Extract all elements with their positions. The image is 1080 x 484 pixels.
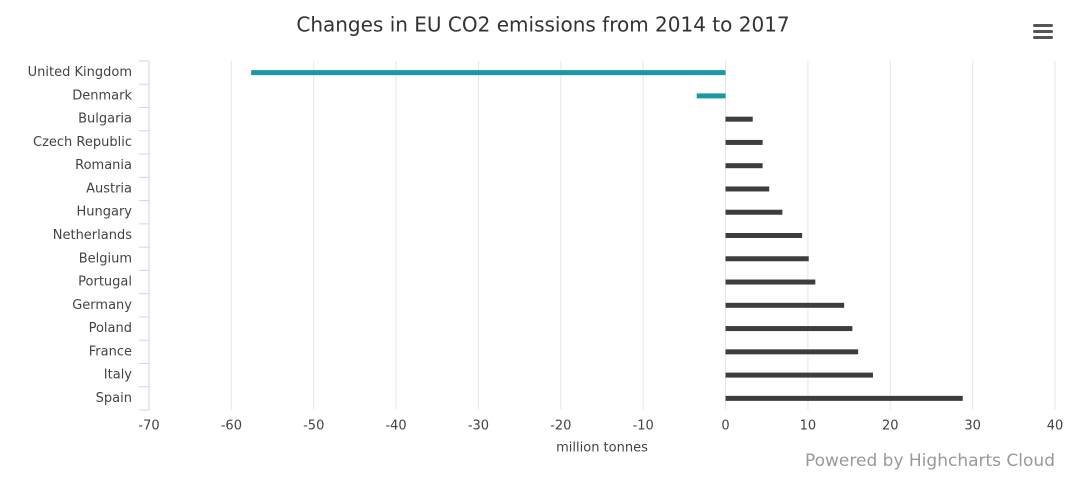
bar bbox=[251, 70, 726, 76]
y-tick-label: Denmark bbox=[72, 88, 132, 103]
bar bbox=[725, 139, 763, 145]
y-tick-label: France bbox=[89, 344, 132, 359]
credits: Powered by Highcharts Cloud bbox=[805, 451, 1055, 471]
bar bbox=[696, 93, 726, 99]
bar bbox=[725, 302, 845, 308]
bar bbox=[725, 186, 770, 192]
y-tick-label: Austria bbox=[86, 181, 132, 196]
y-tick-label: Portugal bbox=[78, 275, 132, 290]
y-tick-label: Italy bbox=[104, 368, 133, 383]
bar bbox=[725, 372, 873, 378]
x-tick-label: -30 bbox=[468, 419, 489, 434]
x-tick-label: 0 bbox=[721, 419, 729, 434]
y-tick-label: Romania bbox=[75, 158, 132, 173]
bar bbox=[725, 279, 816, 285]
x-tick-label: -10 bbox=[633, 419, 654, 434]
x-tick-label: 40 bbox=[1047, 419, 1064, 434]
x-tick-label: -50 bbox=[303, 419, 324, 434]
x-tick-label: -60 bbox=[221, 419, 242, 434]
menu-line bbox=[1033, 36, 1053, 39]
y-tick-label: United Kingdom bbox=[28, 65, 132, 80]
y-tick-label: Hungary bbox=[76, 205, 132, 220]
x-tick-label: 20 bbox=[882, 419, 899, 434]
x-tick-label: -20 bbox=[550, 419, 571, 434]
bar bbox=[725, 209, 783, 215]
x-tick-label: -70 bbox=[138, 419, 159, 434]
y-tick-label: Spain bbox=[96, 391, 132, 406]
bar bbox=[725, 233, 803, 238]
x-tick-label: 10 bbox=[800, 419, 817, 434]
x-tick-label: -40 bbox=[385, 419, 406, 434]
bar bbox=[725, 116, 753, 122]
y-tick-label: Bulgaria bbox=[78, 112, 132, 127]
menu-line bbox=[1033, 30, 1053, 33]
x-axis-title: million tonnes bbox=[556, 441, 648, 456]
y-tick-label: Belgium bbox=[79, 251, 132, 266]
bar bbox=[725, 326, 853, 332]
bar bbox=[725, 256, 809, 262]
menu-line bbox=[1033, 24, 1053, 27]
chart-title: Changes in EU CO2 emissions from 2014 to… bbox=[296, 13, 789, 37]
y-tick-label: Germany bbox=[72, 298, 132, 313]
y-tick-label: Poland bbox=[89, 321, 132, 336]
menu-icon[interactable] bbox=[1033, 24, 1053, 39]
y-tick-label: Netherlands bbox=[53, 228, 132, 243]
bar bbox=[725, 395, 963, 401]
bar bbox=[725, 163, 763, 169]
bar bbox=[725, 349, 859, 355]
x-tick-label: 30 bbox=[964, 419, 981, 434]
y-tick-label: Czech Republic bbox=[33, 135, 132, 150]
